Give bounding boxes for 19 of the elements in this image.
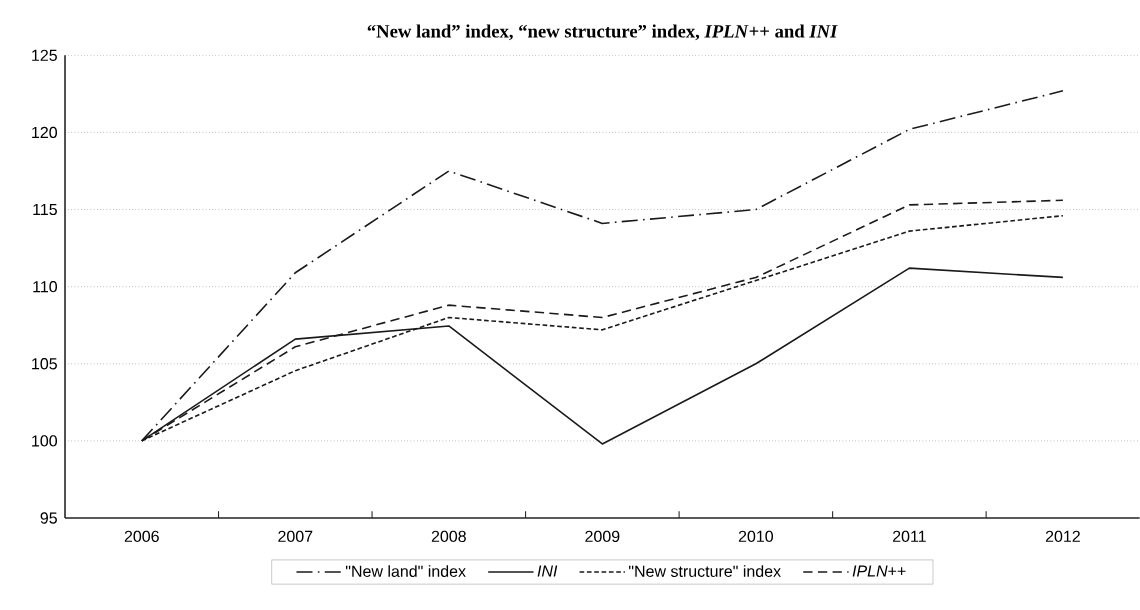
x-tick-label: 2011: [892, 530, 926, 543]
x-tick-label: 2012: [1045, 530, 1080, 543]
y-tick-label: 115: [33, 203, 57, 216]
y-tick-label: 100: [32, 435, 58, 447]
y-tick-label: 105: [32, 358, 57, 370]
y-tick-label: 95: [40, 512, 57, 524]
x-tick-label: 2009: [585, 530, 620, 543]
legend-label: INI: [537, 565, 558, 577]
legend-label: IPLN++: [852, 565, 906, 577]
y-tick-label: 120: [32, 126, 58, 139]
x-tick-label: 2006: [124, 530, 159, 543]
y-tick-label: 125: [32, 49, 57, 61]
y-tick-label: 110: [33, 281, 58, 293]
x-tick-label: 2010: [738, 530, 774, 543]
legend-label: "New structure" index: [629, 565, 781, 577]
legend-label: "New land" index: [345, 565, 466, 577]
chart-title: “New land” index, “new structure” index, IPLN++ and INI: [367, 24, 838, 41]
x-tick-label: 2008: [431, 530, 466, 543]
x-tick-label: 2007: [278, 530, 313, 543]
